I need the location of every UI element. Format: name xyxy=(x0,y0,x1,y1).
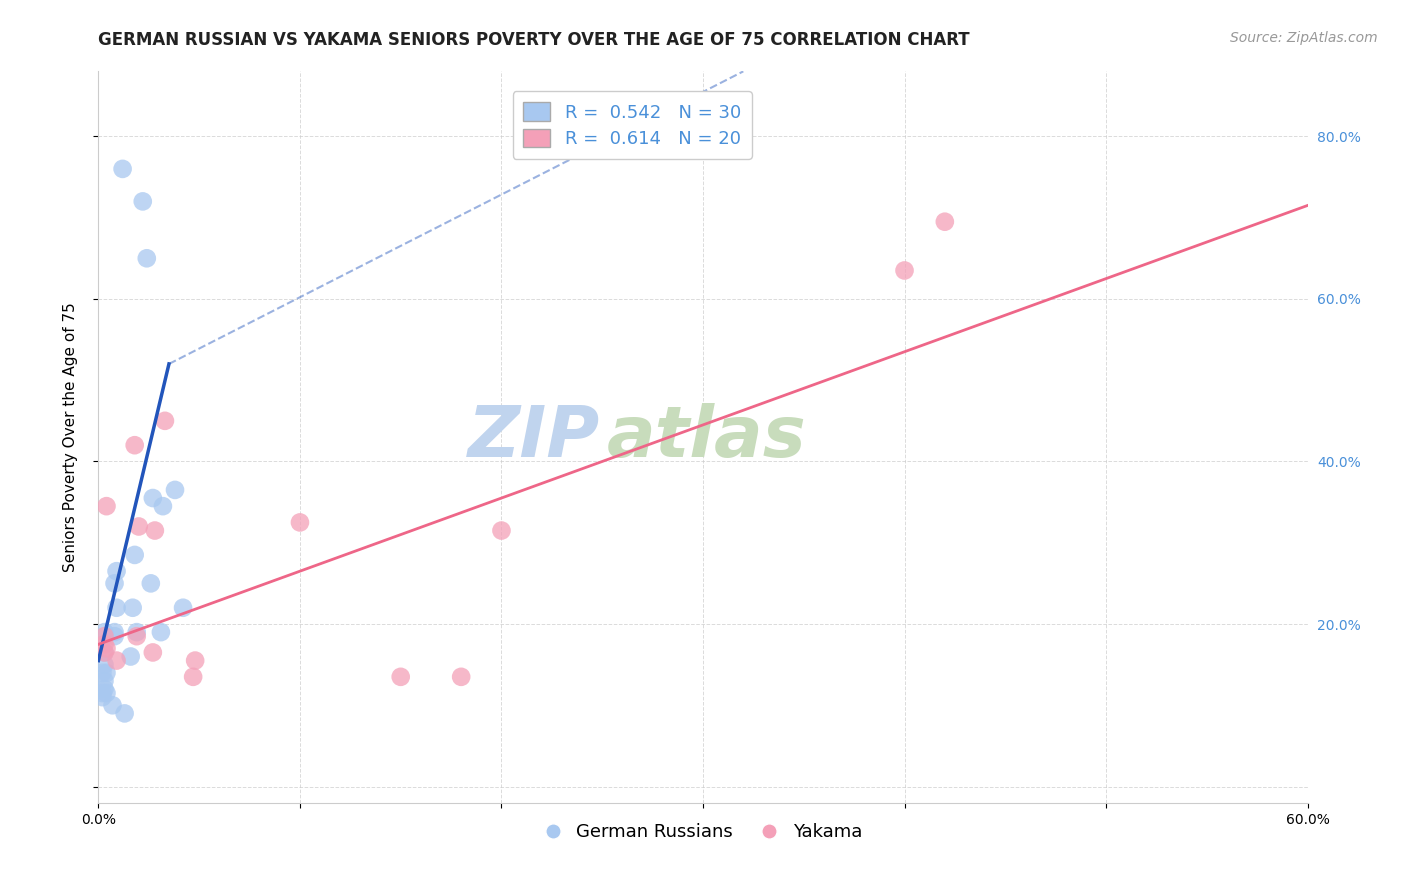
Legend: German Russians, Yakama: German Russians, Yakama xyxy=(537,816,869,848)
Point xyxy=(96,641,118,656)
Point xyxy=(114,706,136,721)
Point xyxy=(143,524,166,538)
Point xyxy=(124,548,146,562)
Point xyxy=(491,524,513,538)
Point xyxy=(103,625,125,640)
Point xyxy=(91,665,114,680)
Point xyxy=(96,665,118,680)
Point xyxy=(152,499,174,513)
Point xyxy=(125,625,148,640)
Point xyxy=(105,564,128,578)
Point xyxy=(96,686,118,700)
Point xyxy=(103,629,125,643)
Point xyxy=(121,600,143,615)
Point xyxy=(111,161,134,176)
Point xyxy=(132,194,155,209)
Point xyxy=(288,516,311,530)
Point xyxy=(93,673,115,688)
Point xyxy=(181,670,204,684)
Point xyxy=(93,657,115,672)
Point xyxy=(105,600,128,615)
Point xyxy=(450,670,472,684)
Point xyxy=(142,645,165,659)
Point xyxy=(163,483,186,497)
Point xyxy=(96,499,118,513)
Point xyxy=(124,438,146,452)
Point xyxy=(120,649,142,664)
Point xyxy=(93,645,115,659)
Point xyxy=(153,414,176,428)
Point xyxy=(139,576,162,591)
Point xyxy=(93,629,115,643)
Point xyxy=(91,690,114,705)
Point xyxy=(93,645,115,659)
Point xyxy=(93,625,115,640)
Text: ZIP: ZIP xyxy=(468,402,600,472)
Point xyxy=(934,215,956,229)
Point xyxy=(172,600,194,615)
Point xyxy=(101,698,124,713)
Text: GERMAN RUSSIAN VS YAKAMA SENIORS POVERTY OVER THE AGE OF 75 CORRELATION CHART: GERMAN RUSSIAN VS YAKAMA SENIORS POVERTY… xyxy=(98,31,970,49)
Point xyxy=(389,670,412,684)
Point xyxy=(149,625,172,640)
Point xyxy=(128,519,150,533)
Point xyxy=(105,654,128,668)
Point xyxy=(142,491,165,505)
Y-axis label: Seniors Poverty Over the Age of 75: Seniors Poverty Over the Age of 75 xyxy=(63,302,77,572)
Text: atlas: atlas xyxy=(606,402,806,472)
Point xyxy=(184,654,207,668)
Point xyxy=(91,686,114,700)
Point xyxy=(103,576,125,591)
Point xyxy=(135,252,157,266)
Text: Source: ZipAtlas.com: Source: ZipAtlas.com xyxy=(1230,31,1378,45)
Point xyxy=(893,263,915,277)
Point xyxy=(125,629,148,643)
Point xyxy=(93,681,115,696)
Point xyxy=(93,637,115,651)
